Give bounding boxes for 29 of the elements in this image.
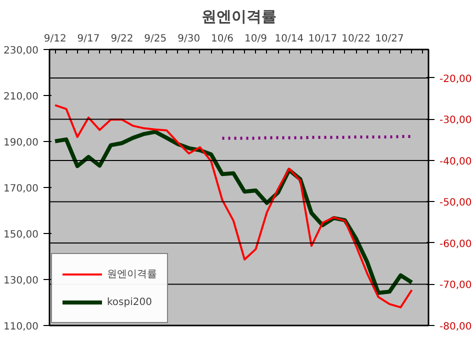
y2-tick-label: -70,00	[440, 280, 472, 292]
x-tick-label: 10/22	[342, 34, 370, 44]
legend-label: 원엔이격률	[107, 268, 157, 281]
x-tick-label: 10/27	[375, 34, 404, 44]
y-tick-label: 130,00	[4, 276, 39, 286]
y-tick-label: 170,00	[4, 184, 39, 194]
legend-label: kospi200	[107, 296, 152, 308]
line-series	[54, 104, 413, 308]
y-tick-label: 190,00	[4, 138, 39, 148]
y-tick-label: 150,00	[4, 230, 39, 240]
x-tick-label: 9/17	[77, 34, 100, 44]
y-tick-label: 210,00	[4, 92, 39, 102]
x-tick-label: 9/25	[144, 34, 167, 44]
chart-title: 원엔이격률	[202, 8, 276, 26]
x-tick-label: 9/30	[178, 34, 200, 44]
x-tick-label: 10/9	[244, 34, 267, 44]
y2-tick-label: -20,00	[440, 74, 472, 85]
x-tick-label: 9/12	[44, 34, 66, 44]
x-tick-label: 10/17	[308, 34, 338, 44]
y2-tick-label: -80,00	[440, 322, 472, 332]
y2-tick-label: -40,00	[440, 156, 472, 168]
y2-tick-label: -60,00	[440, 238, 472, 250]
y2-tick-label: -50,00	[440, 198, 472, 209]
x-tick-label: 10/14	[274, 34, 304, 44]
x-tick-label: 9/22	[110, 34, 134, 44]
y-tick-label: 230,00	[4, 46, 39, 56]
x-tick-label: 10/6	[211, 34, 234, 44]
y2-tick-label: -30,00	[440, 115, 472, 126]
y-tick-label: 110,00	[4, 322, 39, 332]
